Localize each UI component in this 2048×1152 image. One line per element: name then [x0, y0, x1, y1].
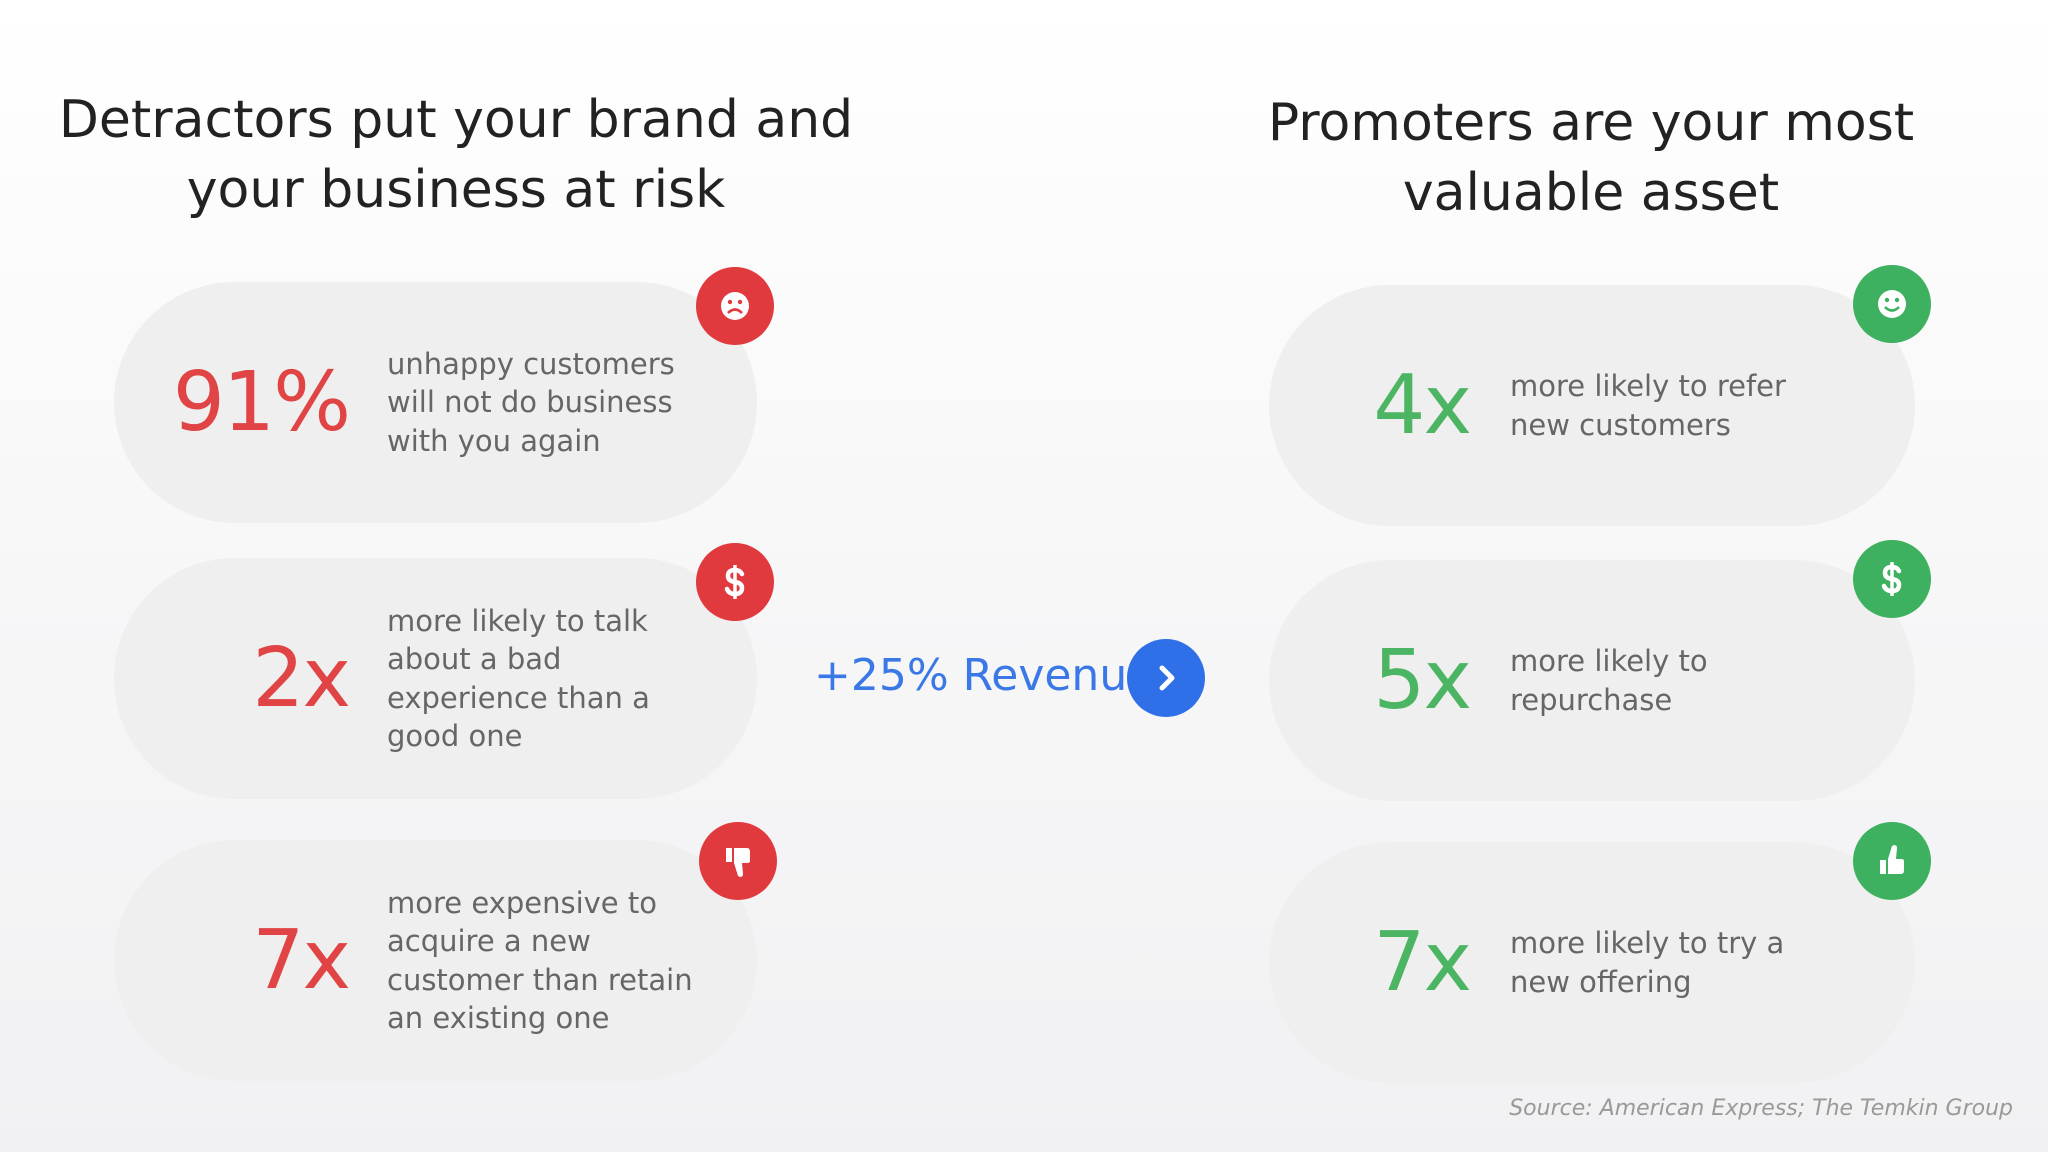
- description-line: customer than retain: [387, 962, 693, 997]
- stat-value: 7x: [252, 913, 351, 1008]
- stat-card: 5x more likely to repurchase: [1269, 560, 1915, 801]
- stat-card: 7x more likely to try a new offering: [1269, 842, 1915, 1083]
- icon: [696, 267, 774, 345]
- stat-description: unhappy customers will not do business wit…: [387, 345, 675, 461]
- stat-card: 2x more likely to talk about a bad experien…: [114, 558, 757, 799]
- stat-card: 7x more expensive to acquire a new customer…: [114, 840, 757, 1081]
- stat-value: 2x: [252, 631, 351, 726]
- description-line: experience than a: [387, 680, 650, 715]
- description-line: acquire a new: [387, 924, 591, 958]
- title-line: Detractors put your brand and: [58, 90, 854, 150]
- icon: [1853, 540, 1931, 618]
- icon-graphic: [1853, 265, 1931, 343]
- description-line: more likely to refer: [1510, 369, 1786, 403]
- icon: [1853, 265, 1931, 343]
- icon-graphic: [696, 267, 774, 345]
- stat-value: 4x: [1373, 358, 1472, 453]
- arrow-graphic: [1127, 639, 1205, 717]
- description-line: new offering: [1510, 964, 1692, 999]
- source-note: Source: American Express; The Temkin Gro…: [1509, 1096, 2013, 1121]
- arrow-button: [1127, 639, 1205, 717]
- icon: [699, 822, 777, 900]
- stat-card: 4x more likely to refer new customers: [1269, 285, 1915, 526]
- description-line: more likely to talk: [387, 603, 648, 638]
- icon: [1853, 822, 1931, 900]
- stat-description: more likely to talk about a bad experience…: [387, 602, 650, 756]
- section-title: Detractors put your brand and your busine…: [6, 85, 906, 225]
- stat-value: 7x: [1373, 915, 1472, 1010]
- title-line: your business at risk: [186, 160, 726, 220]
- icon-graphic: [1853, 540, 1931, 618]
- description-line: good one: [387, 719, 523, 753]
- icon-graphic: [696, 543, 774, 621]
- stat-description: more likely to refer new customers: [1510, 367, 1786, 444]
- icon-graphic: [1853, 822, 1931, 900]
- description-line: about a bad: [387, 642, 562, 676]
- icon-graphic: [699, 822, 777, 900]
- icon: [696, 543, 774, 621]
- description-line: will not do business: [387, 385, 673, 420]
- description-line: repurchase: [1510, 682, 1673, 717]
- description-line: new customers: [1510, 407, 1731, 442]
- stat-description: more expensive to acquire a new customer t…: [387, 884, 693, 1038]
- stat-description: more likely to repurchase: [1510, 642, 1708, 719]
- stat-card: 91% unhappy customers will not do business…: [114, 282, 757, 523]
- stat-value: 5x: [1373, 633, 1472, 728]
- description-line: unhappy customers: [387, 346, 675, 381]
- description-line: more likely to try a: [1510, 926, 1785, 960]
- description-line: more expensive to: [387, 885, 657, 920]
- section-title: Promoters are your most valuable asset: [1141, 88, 2041, 228]
- description-line: more likely to: [1510, 644, 1708, 678]
- description-line: an existing one: [387, 1001, 610, 1035]
- stat-value: 91%: [172, 355, 351, 450]
- stat-description: more likely to try a new offering: [1510, 924, 1784, 1001]
- title-line: valuable asset: [1402, 163, 1780, 223]
- title-line: Promoters are your most: [1267, 93, 1915, 153]
- description-line: with you again: [387, 423, 601, 458]
- revenue-label: +25% Revenue: [814, 650, 1155, 701]
